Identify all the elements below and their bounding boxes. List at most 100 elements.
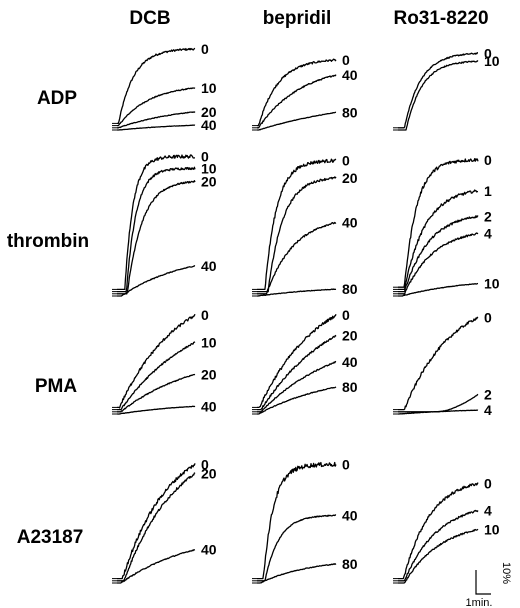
dose-label: 0 <box>484 475 492 491</box>
dose-label: 2 <box>484 208 492 224</box>
trace-a23187-dcb-0 <box>117 463 196 580</box>
dose-label: 0 <box>342 307 350 323</box>
trace-adp-dcb-40 <box>117 124 196 131</box>
panel-thrombin-bepridil: 020 40 80 <box>252 153 358 297</box>
dose-label: 0 <box>201 307 209 323</box>
dose-label: 80 <box>342 379 358 395</box>
trace-thrombin-ro31-8220-0 <box>398 158 479 288</box>
panel-pma-ro31-8220: 0 24 <box>393 309 492 418</box>
dose-label: 0 <box>484 45 492 61</box>
trace-adp-dcb-0 <box>117 47 196 125</box>
panel-adp-bepridil: 040 80 <box>252 52 358 131</box>
scale-bar-lines <box>475 570 491 595</box>
scale-bar-x-label: 1min. <box>466 597 493 608</box>
trace-adp-dcb-10 <box>117 87 196 127</box>
trace-pma-ro31-8220-0 <box>398 316 479 411</box>
dose-label: 40 <box>201 398 217 414</box>
trace-pma-dcb-0 <box>117 313 196 409</box>
trace-thrombin-dcb-10 <box>117 166 196 293</box>
column-headers: DCB bepridil Ro31-8220 <box>129 8 488 29</box>
trace-thrombin-dcb-0 <box>117 154 196 291</box>
dose-label: 0 <box>484 152 492 168</box>
scale-bar-y-label: 10% <box>500 562 512 584</box>
trace-thrombin-bepridil-0 <box>257 158 337 291</box>
column-header-ro31-8220: Ro31-8220 <box>393 8 488 29</box>
dose-label: 4 <box>484 226 492 242</box>
trace-adp-ro31-8220-0 <box>398 52 478 129</box>
dose-label: 80 <box>342 281 358 297</box>
trace-thrombin-ro31-8220-2 <box>398 215 479 293</box>
dose-label: 4 <box>484 402 492 418</box>
panel-thrombin-ro31-8220: 0 1 2 4 10 <box>393 152 500 297</box>
dose-label: 20 <box>201 466 217 482</box>
trace-thrombin-dcb-20 <box>117 180 196 295</box>
panel-adp-ro31-8220: 010 <box>393 45 500 131</box>
dose-label: 40 <box>201 542 217 558</box>
trace-adp-ro31-8220-10 <box>398 60 479 131</box>
dose-label: 20 <box>201 366 217 382</box>
dose-label: 1 <box>484 183 492 199</box>
panel-pma-dcb: 0 10 20 40 <box>112 307 217 415</box>
dose-label: 40 <box>342 215 358 231</box>
dose-label: 20 <box>201 104 217 120</box>
trace-pma-ro31-8220-4 <box>398 409 479 415</box>
dose-label: 80 <box>342 104 358 120</box>
trace-pma-dcb-10 <box>117 341 196 411</box>
trace-thrombin-ro31-8220-4 <box>398 232 479 295</box>
dose-label: 0 <box>201 41 209 57</box>
dose-label: 4 <box>484 503 492 519</box>
row-header-thrombin: thrombin <box>7 231 89 252</box>
trace-thrombin-ro31-8220-1 <box>398 189 479 291</box>
trace-pma-bepridil-80 <box>257 386 337 415</box>
panel-a23187-dcb: 020 40 <box>112 456 217 584</box>
trace-a23187-ro31-8220-10 <box>398 528 479 584</box>
trace-thrombin-ro31-8220-10 <box>398 282 479 297</box>
dose-label: 40 <box>342 507 358 523</box>
dose-label: 0 <box>484 309 492 325</box>
dose-label: 20 <box>342 328 358 344</box>
dose-label: 40 <box>342 67 358 83</box>
trace-thrombin-dcb-40 <box>117 265 196 297</box>
trace-thrombin-bepridil-20 <box>257 176 337 293</box>
panel-a23187-bepridil: 0 40 80 <box>252 456 358 584</box>
dose-label: 0 <box>342 456 350 472</box>
dose-label: 0 <box>201 456 209 472</box>
trace-adp-dcb-20 <box>117 111 196 129</box>
panels: 0102040040800100102040020408001241001020… <box>112 41 500 584</box>
dose-label: 40 <box>342 354 358 370</box>
dose-label: 10 <box>484 276 500 292</box>
trace-a23187-dcb-20 <box>117 472 196 582</box>
dose-label: 80 <box>342 556 358 572</box>
column-header-dcb: DCB <box>129 8 170 29</box>
dose-label: 10 <box>484 522 500 538</box>
trace-thrombin-bepridil-40 <box>257 221 337 295</box>
column-header-bepridil: bepridil <box>263 8 332 29</box>
dose-label: 40 <box>201 117 217 133</box>
dose-label: 10 <box>201 334 217 350</box>
trace-adp-bepridil-80 <box>257 111 337 131</box>
row-header-pma: PMA <box>35 376 78 397</box>
dose-label: 10 <box>201 160 217 176</box>
dose-label: 10 <box>201 80 217 96</box>
dose-label: 0 <box>201 149 209 165</box>
trace-pma-bepridil-40 <box>257 360 337 413</box>
trace-a23187-bepridil-80 <box>257 563 337 584</box>
trace-a23187-ro31-8220-4 <box>398 509 479 582</box>
dose-label: 0 <box>342 153 350 169</box>
dose-label: 40 <box>201 258 217 274</box>
trace-pma-bepridil-20 <box>257 334 337 411</box>
trace-pma-bepridil-0 <box>257 313 337 409</box>
row-header-adp: ADP <box>37 88 77 109</box>
trace-a23187-ro31-8220-0 <box>398 482 479 580</box>
row-headers: ADP thrombin PMA A23187 <box>7 88 89 548</box>
trace-a23187-bepridil-40 <box>257 514 337 582</box>
trace-a23187-dcb-40 <box>117 549 196 584</box>
dose-label: 2 <box>484 387 492 403</box>
trace-adp-bepridil-40 <box>257 74 337 129</box>
dose-label: 20 <box>342 170 358 186</box>
trace-thrombin-bepridil-80 <box>257 288 337 297</box>
scale-bar: 10% 1min. <box>466 562 512 608</box>
